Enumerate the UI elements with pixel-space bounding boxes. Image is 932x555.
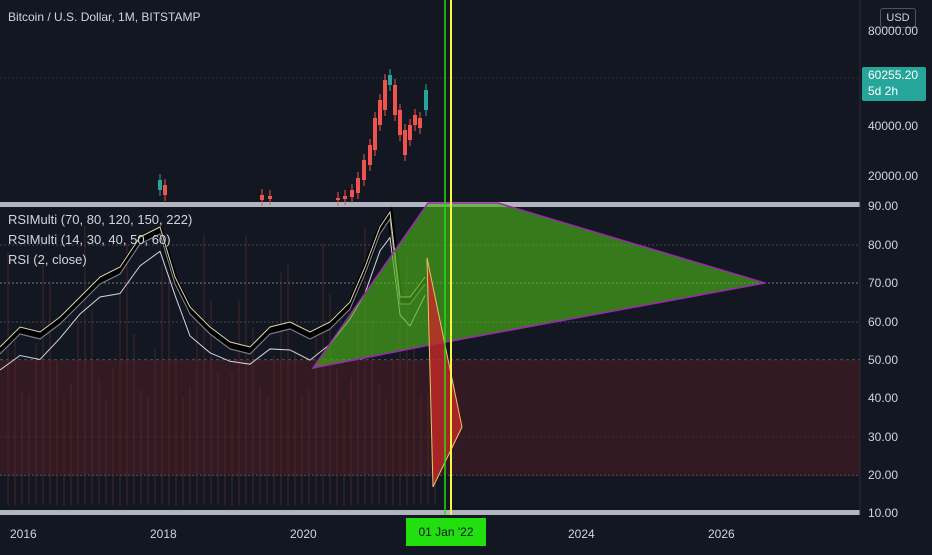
price-tick-80000: 80000.00 (868, 24, 919, 38)
rsi-lines-group (0, 206, 428, 371)
rsi-line (0, 217, 426, 355)
rsi-bars-group (7, 226, 436, 505)
candle-body (378, 100, 382, 125)
candle-body (268, 196, 272, 199)
candle-body (163, 185, 167, 195)
candle-body (373, 118, 377, 150)
rsi-line (0, 210, 426, 348)
cursor-date-label: 01 Jan '22 (406, 518, 486, 546)
time-tick-2018: 2018 (150, 527, 177, 541)
rsi-tick-20: 20.00 (868, 468, 899, 482)
indicator-legend-2[interactable]: RSIMulti (14, 30, 40, 50, 60) (8, 232, 171, 247)
candle-body (418, 118, 422, 128)
rsi-tick-30: 30.00 (868, 430, 899, 444)
candle-body (368, 145, 372, 165)
rsi-tick-50: 50.00 (868, 353, 899, 367)
rsi-tick-10: 10.00 (868, 506, 899, 520)
rsi-tick-90: 90.00 (868, 199, 899, 213)
rsi-tick-70: 70.00 (868, 276, 899, 290)
time-tick-2020: 2020 (290, 527, 317, 541)
candle-body (260, 195, 264, 200)
chart-title: Bitcoin / U.S. Dollar, 1M, BITSTAMP (8, 10, 201, 24)
green-triangle-drawing (311, 202, 766, 370)
candle-body (424, 90, 428, 110)
time-tick-2016: 2016 (10, 527, 37, 541)
candle-body (350, 190, 354, 197)
indicator-legend-3[interactable]: RSI (2, close) (8, 252, 87, 267)
candle-body (403, 130, 407, 155)
price-tick-20000: 20000.00 (868, 169, 919, 183)
candle-body (388, 75, 392, 85)
candle-body (408, 125, 412, 140)
candle-body (398, 110, 402, 135)
rsi-tick-80: 80.00 (868, 238, 899, 252)
candle-body (362, 160, 366, 180)
last-price-badge: 60255.20 5d 2h (862, 67, 926, 101)
last-price-value: 60255.20 (868, 68, 919, 82)
candle-body (336, 198, 340, 200)
rsi-tick-40: 40.00 (868, 391, 899, 405)
candles-group (158, 69, 428, 206)
candle-body (343, 196, 347, 199)
time-tick-2026: 2026 (708, 527, 735, 541)
bar-countdown: 5d 2h (868, 84, 899, 98)
currency-button[interactable]: USD (880, 8, 916, 28)
candle-body (383, 80, 387, 110)
price-tick-40000: 40000.00 (868, 119, 919, 133)
rsi-tick-60: 60.00 (868, 315, 899, 329)
candle-body (393, 85, 397, 115)
time-tick-2024: 2024 (568, 527, 595, 541)
candle-body (158, 180, 162, 190)
candle-body (413, 115, 417, 125)
indicator-legend-1[interactable]: RSIMulti (70, 80, 120, 150, 222) (8, 212, 193, 227)
rsi-line (0, 236, 426, 371)
candle-body (356, 178, 360, 193)
rsi-line (0, 206, 428, 354)
bottom-separator (0, 510, 860, 515)
